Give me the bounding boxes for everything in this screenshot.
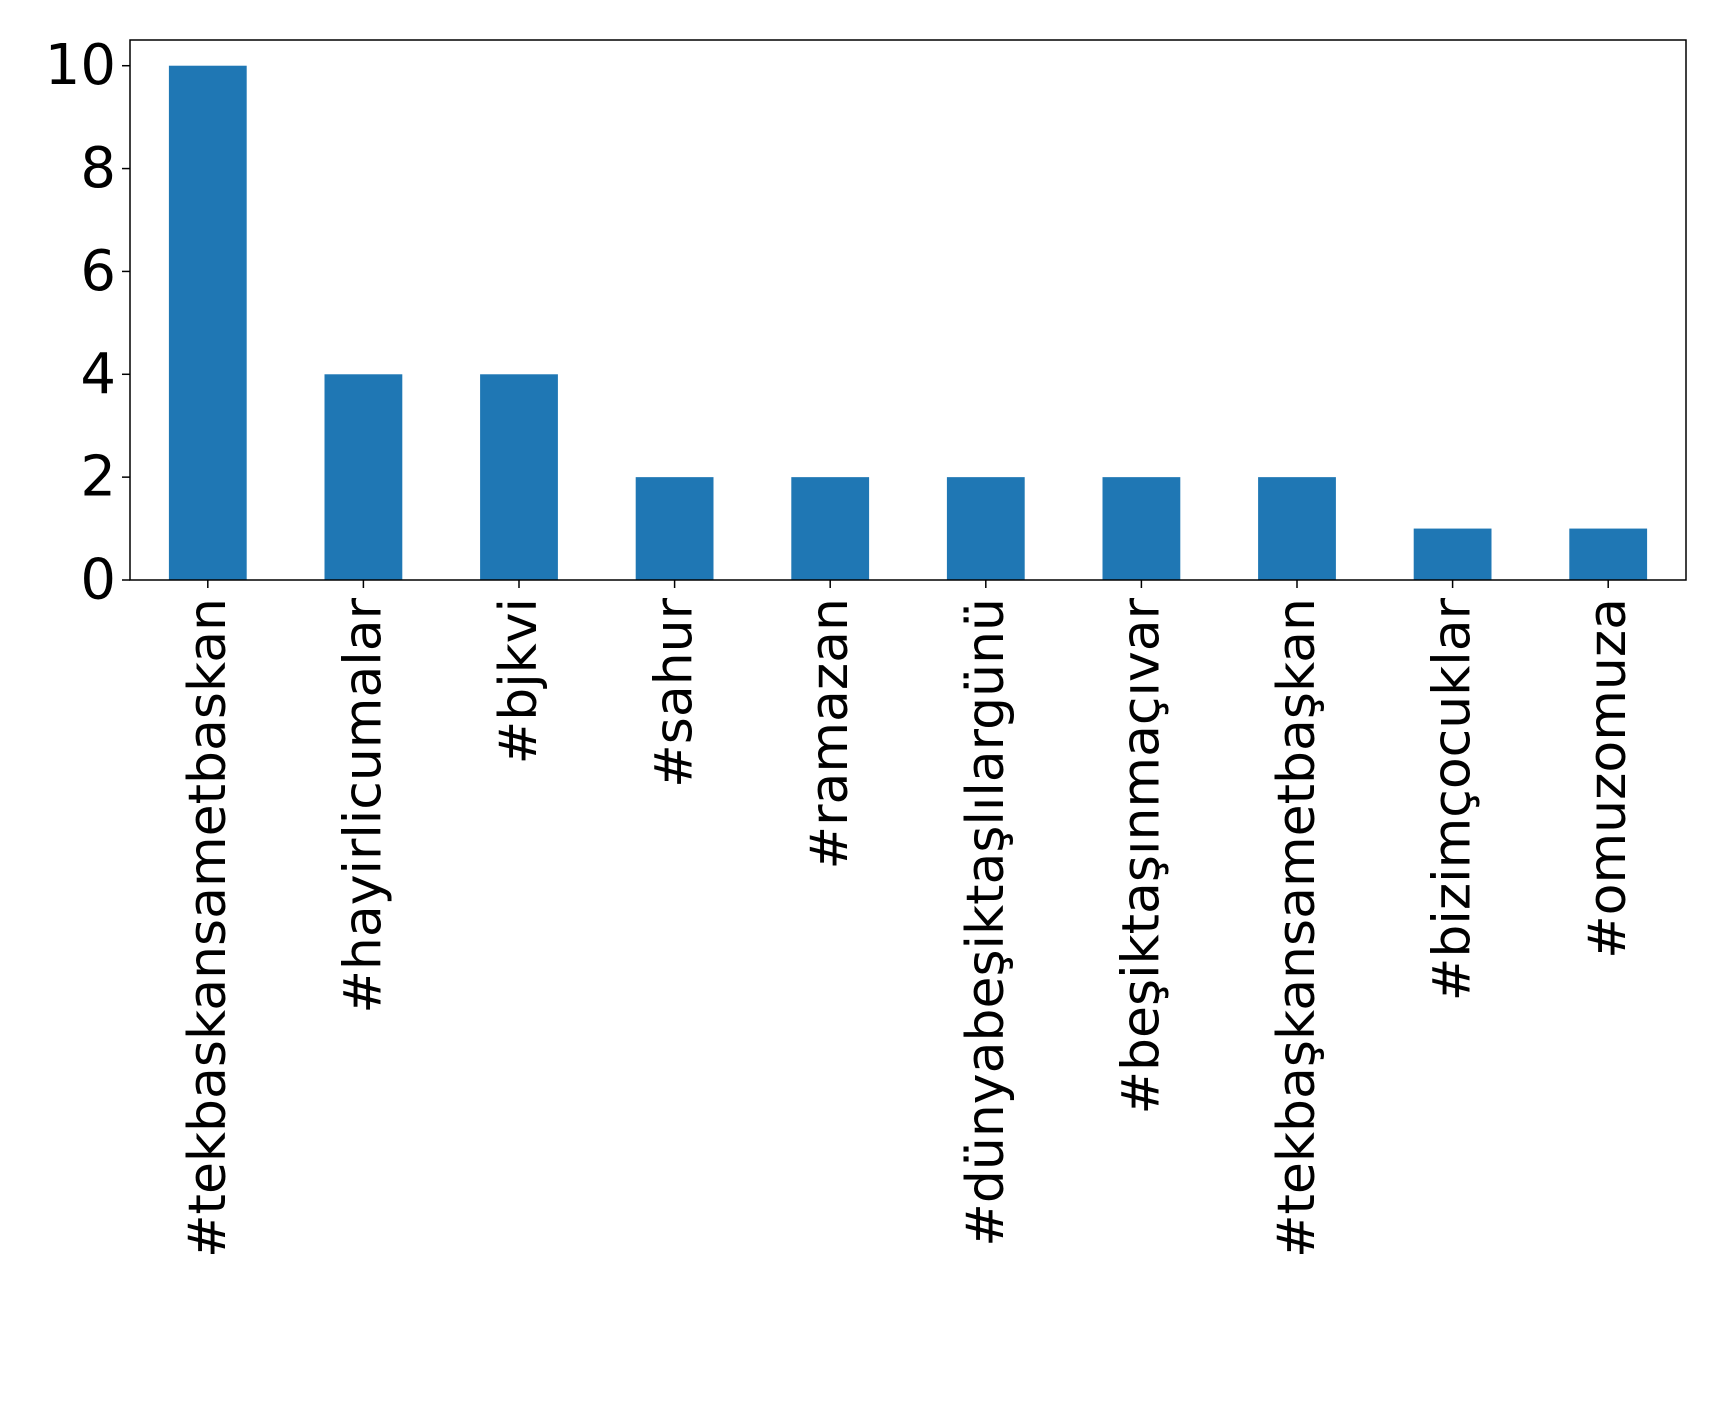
bars-group xyxy=(168,65,1648,580)
x-tick-label: #beşiktaşınmaçıvar xyxy=(1111,597,1171,1114)
y-tick-label: 8 xyxy=(80,136,116,201)
x-tick-label: #sahur xyxy=(645,597,705,787)
bar xyxy=(791,477,870,580)
y-axis: 0 2 4 6 8 10 xyxy=(45,33,130,613)
bar xyxy=(1258,477,1336,580)
y-tick-label: 6 xyxy=(80,239,116,304)
x-tick-label: #tekbaskansametbaskan xyxy=(178,598,238,1258)
bar xyxy=(635,477,714,580)
bar xyxy=(324,374,403,580)
y-tick-label: 10 xyxy=(45,33,116,98)
x-tick-label: #ramazan xyxy=(800,598,860,869)
x-tick-label: #bjkvi xyxy=(489,598,549,764)
x-tick-label: #omuzomuza xyxy=(1578,598,1638,959)
y-tick-label: 0 xyxy=(80,548,116,613)
bar xyxy=(1413,528,1492,580)
plot-frame xyxy=(129,39,1687,581)
x-tick-label: #hayirlicumalar xyxy=(333,597,393,1013)
x-tick-label: #dünyabeşiktaşlılargünü xyxy=(956,598,1016,1247)
bar xyxy=(946,477,1025,580)
x-tick-label: #tekbaşkansametbaşkan xyxy=(1267,598,1327,1258)
bar xyxy=(480,374,558,580)
x-axis: #tekbaskansametbaskan #hayirlicumalar #bjk… xyxy=(178,580,1638,1258)
bar xyxy=(168,65,247,580)
bar xyxy=(1569,528,1648,580)
bar xyxy=(1102,477,1181,580)
y-tick-label: 2 xyxy=(80,445,116,510)
x-tick-label: #bizimçocuklar xyxy=(1423,597,1483,1001)
y-tick-label: 4 xyxy=(80,342,116,407)
